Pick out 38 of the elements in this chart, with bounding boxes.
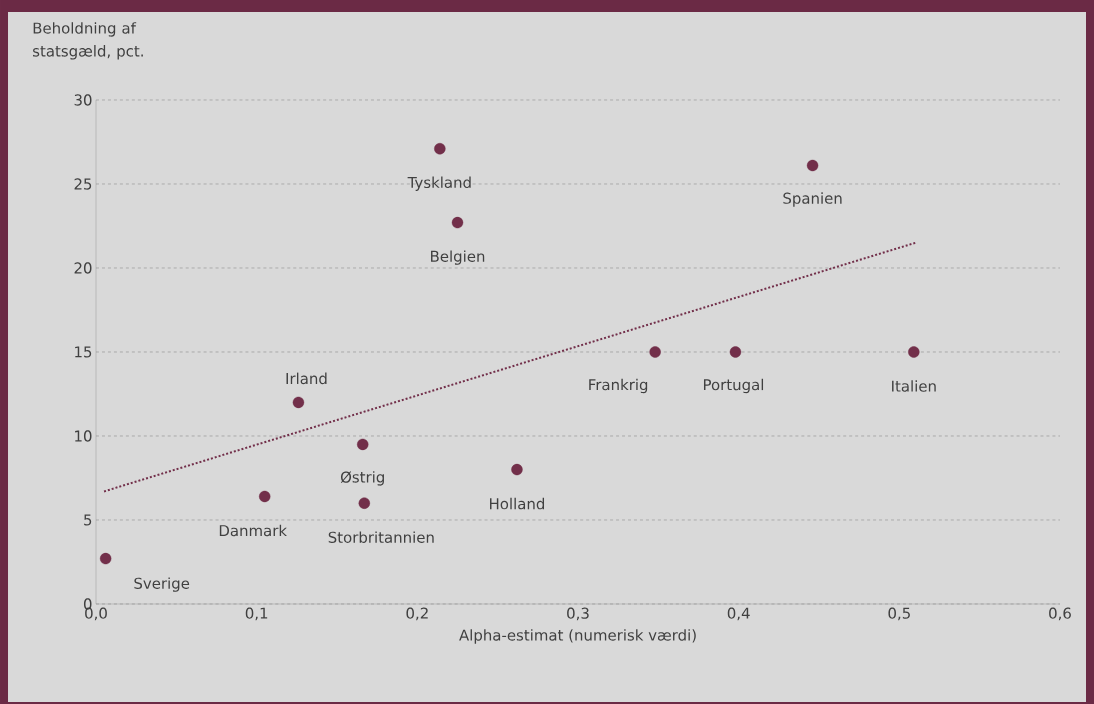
annotation: Danmark (219, 524, 287, 537)
point (357, 438, 369, 451)
annotation: Østrig (340, 471, 384, 486)
x-tick-label: 0,3 (567, 607, 589, 621)
y-tick-label: 30 (74, 94, 92, 106)
y-axis-title: Beholdning af statsgæld, pct. (33, 22, 143, 60)
annotation: Irland (286, 372, 327, 385)
point (806, 159, 819, 172)
annotation: Holland (490, 497, 545, 510)
y-tick-label: 10 (75, 430, 92, 442)
x-tick-label: 0,2 (406, 607, 428, 621)
point (434, 143, 446, 155)
annotation: Sverige (134, 577, 190, 592)
annotation: Belgien (431, 250, 485, 265)
annotation: Portugal (703, 378, 764, 394)
point (729, 346, 742, 358)
point (358, 497, 371, 509)
annotation: Frankrig (589, 378, 648, 394)
x-tick-label: 0,4 (727, 607, 750, 621)
annotation: Tyskland (407, 176, 471, 191)
point (259, 490, 271, 503)
x-tick-label: 0,5 (888, 607, 910, 621)
x-tick-label: 0,6 (1049, 607, 1071, 621)
y-tick-label: 25 (74, 178, 92, 190)
y-tick-label: 20 (74, 262, 92, 274)
point (292, 396, 305, 409)
annotation: Storbritannien (328, 531, 434, 543)
point (908, 346, 920, 358)
annotation: Spanien (783, 192, 842, 207)
point (649, 346, 661, 358)
y-tick-label: 15 (75, 346, 92, 358)
y-tick-label: 5 (84, 514, 92, 526)
x-axis-title: Alpha-estimat (numerisk værdi) (459, 629, 696, 644)
annotation: Italien (892, 380, 936, 392)
point (451, 216, 464, 229)
point (99, 552, 112, 565)
x-tick-label: 0,1 (245, 607, 268, 621)
point (511, 463, 523, 476)
